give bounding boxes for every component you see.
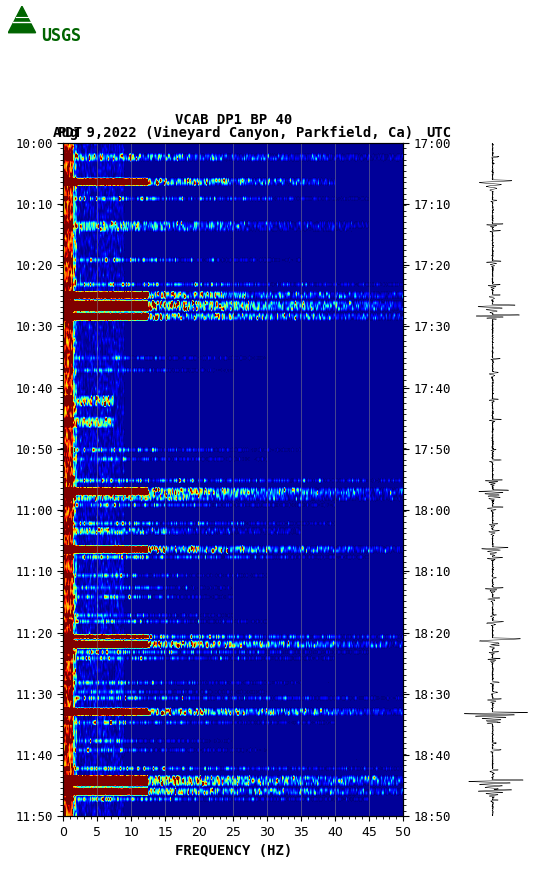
Polygon shape xyxy=(8,6,35,33)
X-axis label: FREQUENCY (HZ): FREQUENCY (HZ) xyxy=(174,845,292,858)
Text: Aug 9,2022 (Vineyard Canyon, Parkfield, Ca): Aug 9,2022 (Vineyard Canyon, Parkfield, … xyxy=(53,126,413,140)
Text: VCAB DP1 BP 40: VCAB DP1 BP 40 xyxy=(174,112,292,127)
Text: USGS: USGS xyxy=(41,27,81,45)
Text: PDT: PDT xyxy=(58,126,83,140)
Text: UTC: UTC xyxy=(426,126,452,140)
